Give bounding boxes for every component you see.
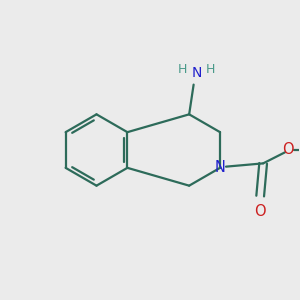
Text: H: H [206,63,215,76]
Text: O: O [283,142,294,158]
Text: N: N [191,66,202,80]
Text: O: O [254,203,266,218]
Text: H: H [178,63,187,76]
Text: N: N [214,160,226,175]
